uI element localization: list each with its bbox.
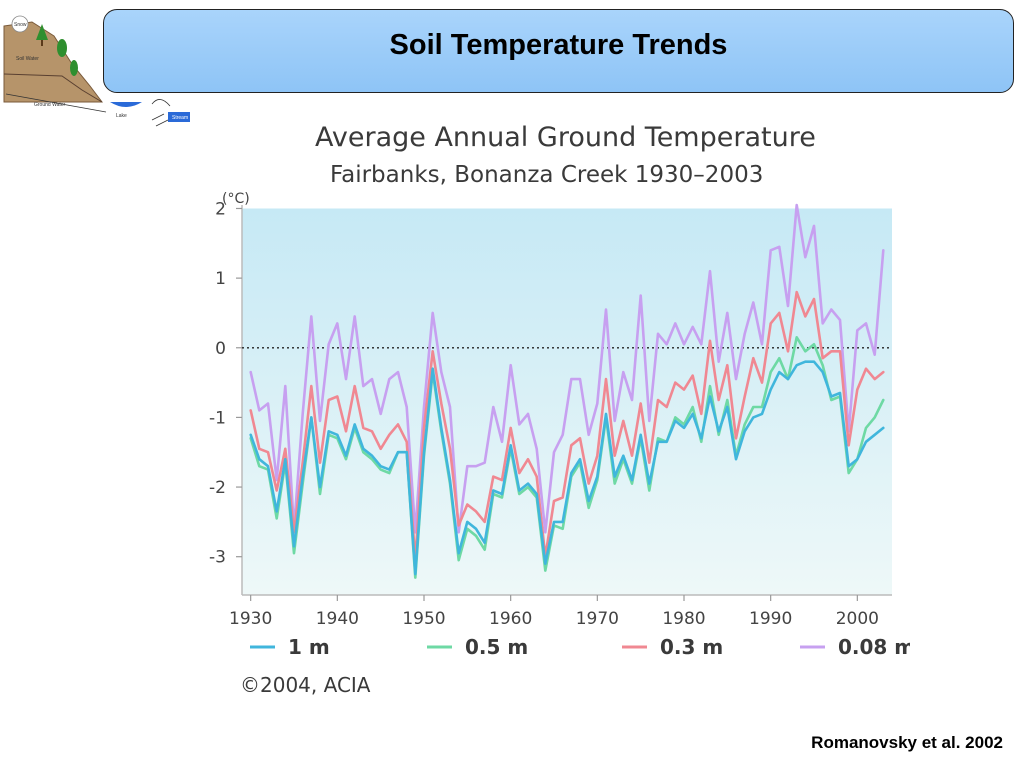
- y-tick-label: -2: [209, 478, 226, 498]
- y-tick-label: -3: [209, 548, 226, 568]
- x-tick-label: 1970: [576, 609, 619, 629]
- series-line-0-08-m: [249, 203, 885, 534]
- x-tick-label: 1990: [749, 609, 792, 629]
- y-tick-label: 0: [215, 339, 226, 359]
- y-tick-label: 2: [215, 199, 226, 219]
- x-tick-label: 1930: [229, 609, 272, 629]
- hillslope-hydrology-diagram-icon: Snow Soil Water Ground Water Lake Stream: [3, 15, 190, 127]
- logo-label-snow: Snow: [14, 22, 27, 28]
- snow-icon: [11, 15, 29, 33]
- citation: Romanovsky et al. 2002: [811, 733, 1003, 752]
- tree-icon: [36, 24, 48, 40]
- legend-label: 0.08 m: [838, 635, 910, 659]
- tree-icon: [57, 39, 67, 57]
- chart-title: Average Annual Ground Temperature: [315, 122, 816, 153]
- logo-label-stream: Stream: [172, 115, 188, 121]
- logo-label-lake: Lake: [116, 113, 127, 119]
- x-tick-label: 1940: [316, 609, 359, 629]
- tree-icon: [70, 60, 78, 76]
- hillslope-icon: [3, 21, 103, 103]
- x-tick-label: 1960: [489, 609, 532, 629]
- legend-label: 1 m: [288, 635, 330, 659]
- x-tick-label: 2000: [836, 609, 879, 629]
- logo-label-soil-water: Soil Water: [16, 56, 39, 62]
- y-axis-unit-label: (°C): [222, 191, 250, 207]
- legend-label: 0.5 m: [465, 635, 528, 659]
- ground-temperature-chart: Average Annual Ground Temperature Fairba…: [209, 122, 910, 697]
- series-line-1-m: [249, 360, 885, 576]
- slide-title-box: Soil Temperature Trends: [103, 9, 1014, 93]
- y-tick-label: -1: [209, 408, 226, 428]
- y-tick-label: 1: [215, 269, 226, 289]
- chart-copyright: ©2004, ACIA: [240, 673, 371, 697]
- x-tick-label: 1980: [662, 609, 705, 629]
- chart-subtitle: Fairbanks, Bonanza Creek 1930–2003: [330, 162, 763, 188]
- slide-title: Soil Temperature Trends: [389, 28, 728, 61]
- lake-icon: [110, 102, 142, 107]
- legend-label: 0.3 m: [660, 635, 723, 659]
- logo-label-ground-water: Ground Water: [34, 102, 66, 108]
- series-line-0-3-m: [249, 290, 885, 562]
- x-tick-label: 1950: [402, 609, 445, 629]
- stream-icon: [168, 112, 190, 122]
